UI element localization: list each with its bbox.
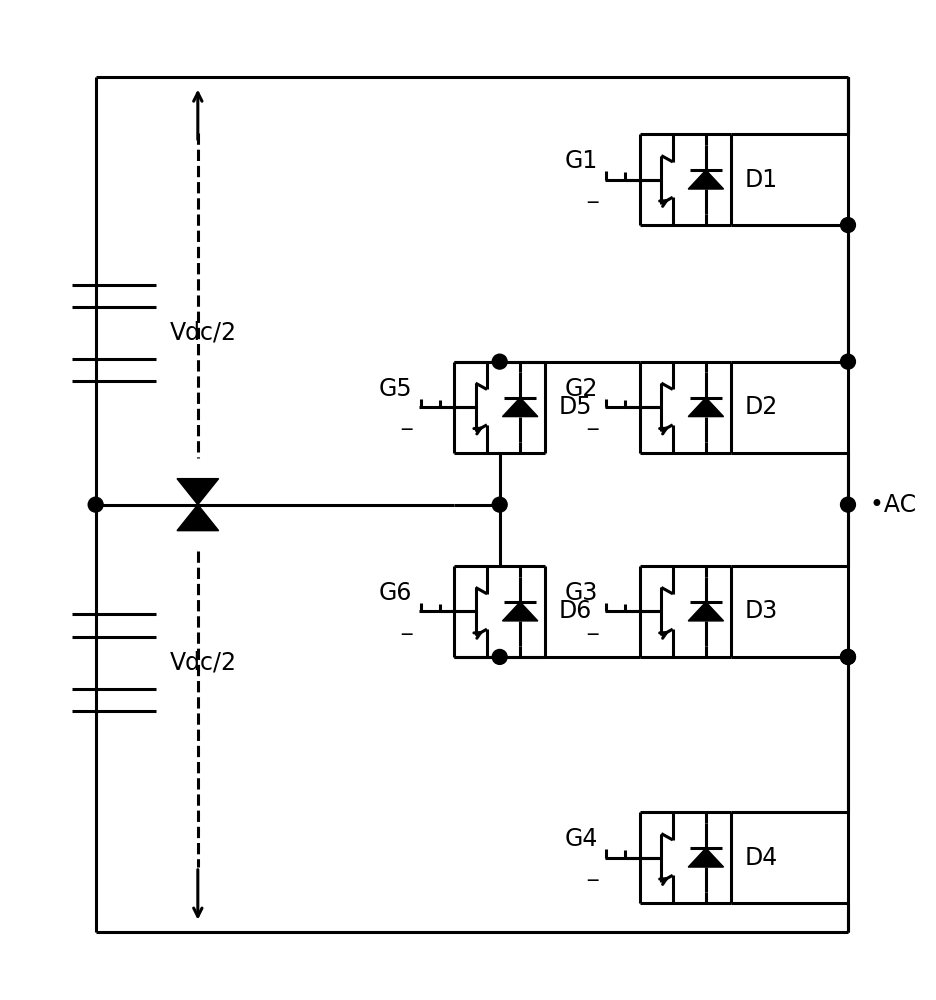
Circle shape — [492, 354, 507, 369]
Text: G3: G3 — [564, 581, 598, 605]
Text: D2: D2 — [745, 395, 778, 419]
Circle shape — [841, 218, 856, 232]
Text: G6: G6 — [379, 581, 412, 605]
Polygon shape — [503, 398, 538, 417]
Circle shape — [841, 650, 856, 664]
Text: _: _ — [587, 861, 598, 881]
Polygon shape — [503, 602, 538, 621]
Circle shape — [841, 497, 856, 512]
Text: G5: G5 — [378, 377, 412, 401]
Text: D1: D1 — [745, 168, 778, 192]
Text: G2: G2 — [564, 377, 598, 401]
Text: _: _ — [587, 615, 598, 635]
Text: D6: D6 — [559, 599, 592, 623]
Text: Vdc/2: Vdc/2 — [170, 651, 237, 675]
Text: D4: D4 — [745, 846, 778, 870]
Polygon shape — [688, 398, 724, 417]
Text: G4: G4 — [564, 827, 598, 851]
Text: _: _ — [587, 410, 598, 430]
Polygon shape — [688, 170, 724, 189]
Text: D5: D5 — [559, 395, 592, 419]
Polygon shape — [177, 479, 219, 505]
Text: D3: D3 — [745, 599, 778, 623]
Text: G1: G1 — [564, 149, 598, 173]
Circle shape — [841, 354, 856, 369]
Polygon shape — [177, 505, 219, 531]
Text: _: _ — [587, 183, 598, 203]
Polygon shape — [688, 602, 724, 621]
Circle shape — [88, 497, 103, 512]
Circle shape — [492, 497, 507, 512]
Text: _: _ — [402, 410, 412, 430]
Text: •AC: •AC — [856, 493, 916, 517]
Polygon shape — [688, 848, 724, 867]
Circle shape — [841, 650, 856, 664]
Text: _: _ — [402, 615, 412, 635]
Circle shape — [492, 650, 507, 664]
Text: Vdc/2: Vdc/2 — [170, 321, 237, 345]
